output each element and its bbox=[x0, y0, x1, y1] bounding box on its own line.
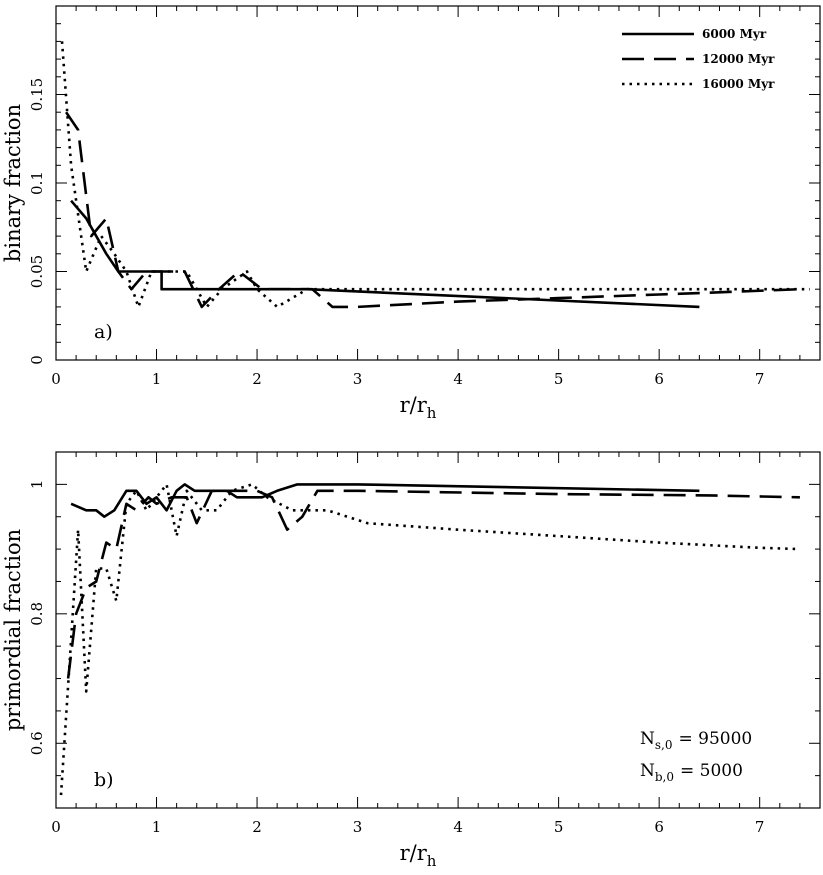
panel-b-annotation-main: N bbox=[640, 761, 655, 781]
panel-b-series-dotted bbox=[59, 483, 800, 796]
panel-b-y-axis-title: primordial fraction bbox=[1, 529, 25, 731]
panel-b-annotation-main: N bbox=[640, 729, 655, 749]
panel-a-x-axis-title-main: r/r bbox=[400, 393, 428, 417]
panel-b-x-tick-label: 4 bbox=[453, 818, 463, 836]
panel-b-series-dashed bbox=[66, 489, 800, 679]
panel-b-annotation-value: = 95000 bbox=[678, 729, 752, 749]
panel-b-y-tick-label: 0.6 bbox=[28, 731, 46, 755]
panel-b-x-tick-label: 6 bbox=[654, 818, 664, 836]
panel-b-x-tick-label: 0 bbox=[51, 818, 61, 836]
panel-b: 0 1 2 3 4 5 6 7 0.6 0.8 1 primordial fraction r/rh b)… bbox=[1, 451, 821, 870]
panel-a-y-tick-label: 0.15 bbox=[28, 78, 46, 111]
panel-b-annotation-sub: s,0 bbox=[655, 738, 673, 752]
panel-a-series-dashed bbox=[65, 111, 800, 309]
panel-b-label: b) bbox=[94, 769, 114, 791]
panel-b-annotation-value: = 5000 bbox=[680, 761, 743, 781]
panel-b-x-tick-label: 5 bbox=[554, 818, 564, 836]
panel-b-series-solid bbox=[70, 483, 700, 518]
panel-a-y-tick-label: 0.05 bbox=[28, 255, 46, 288]
panel-a-x-axis-title-sub: h bbox=[427, 404, 437, 422]
panel-a-x-tick-label: 0 bbox=[51, 370, 61, 388]
panel-b-x-axis-title-sub: h bbox=[427, 852, 437, 870]
panel-b-annotation: Nb,0 = 5000 bbox=[640, 761, 743, 784]
panel-a-legend-label: 16000 Myr bbox=[702, 77, 775, 91]
panel-a-label: a) bbox=[94, 321, 113, 343]
panel-a-x-tick-label: 3 bbox=[353, 370, 363, 388]
panel-b-y-tick-label: 1 bbox=[28, 480, 46, 490]
panel-b-x-tick-label: 7 bbox=[755, 818, 765, 836]
panel-a-series-dotted bbox=[60, 41, 810, 309]
panel-a-y-axis-title: binary fraction bbox=[1, 104, 25, 262]
panel-a-series-solid bbox=[70, 199, 700, 309]
panel-b-annotation: Ns,0 = 95000 bbox=[640, 729, 752, 752]
panel-a-legend-label: 12000 Myr bbox=[702, 52, 775, 66]
panel-b-plot-frame bbox=[55, 451, 821, 809]
panel-b-x-tick-label: 3 bbox=[353, 818, 363, 836]
panel-b-annotation-sub: b,0 bbox=[655, 770, 674, 784]
panel-a-x-tick-label: 5 bbox=[554, 370, 564, 388]
panel-a-y-tick-label: 0 bbox=[28, 355, 46, 365]
panel-b-x-tick-label: 2 bbox=[252, 818, 262, 836]
panel-b-y-tick-label: 0.8 bbox=[28, 602, 46, 626]
panel-b-x-axis-title-main: r/r bbox=[400, 841, 428, 865]
panel-a-x-axis-title: r/rh bbox=[400, 393, 437, 422]
panel-b-x-tick-label: 1 bbox=[152, 818, 162, 836]
panel-a-x-tick-label: 7 bbox=[755, 370, 765, 388]
panel-b-x-axis-title: r/rh bbox=[400, 841, 437, 870]
panel-a-x-tick-label: 1 bbox=[152, 370, 162, 388]
panel-a-y-tick-label: 0.1 bbox=[28, 171, 46, 195]
panel-a-x-tick-label: 4 bbox=[453, 370, 463, 388]
panel-a-x-tick-label: 6 bbox=[654, 370, 664, 388]
panel-a-legend-label: 6000 Myr bbox=[702, 27, 767, 41]
panel-a-x-tick-label: 2 bbox=[252, 370, 262, 388]
